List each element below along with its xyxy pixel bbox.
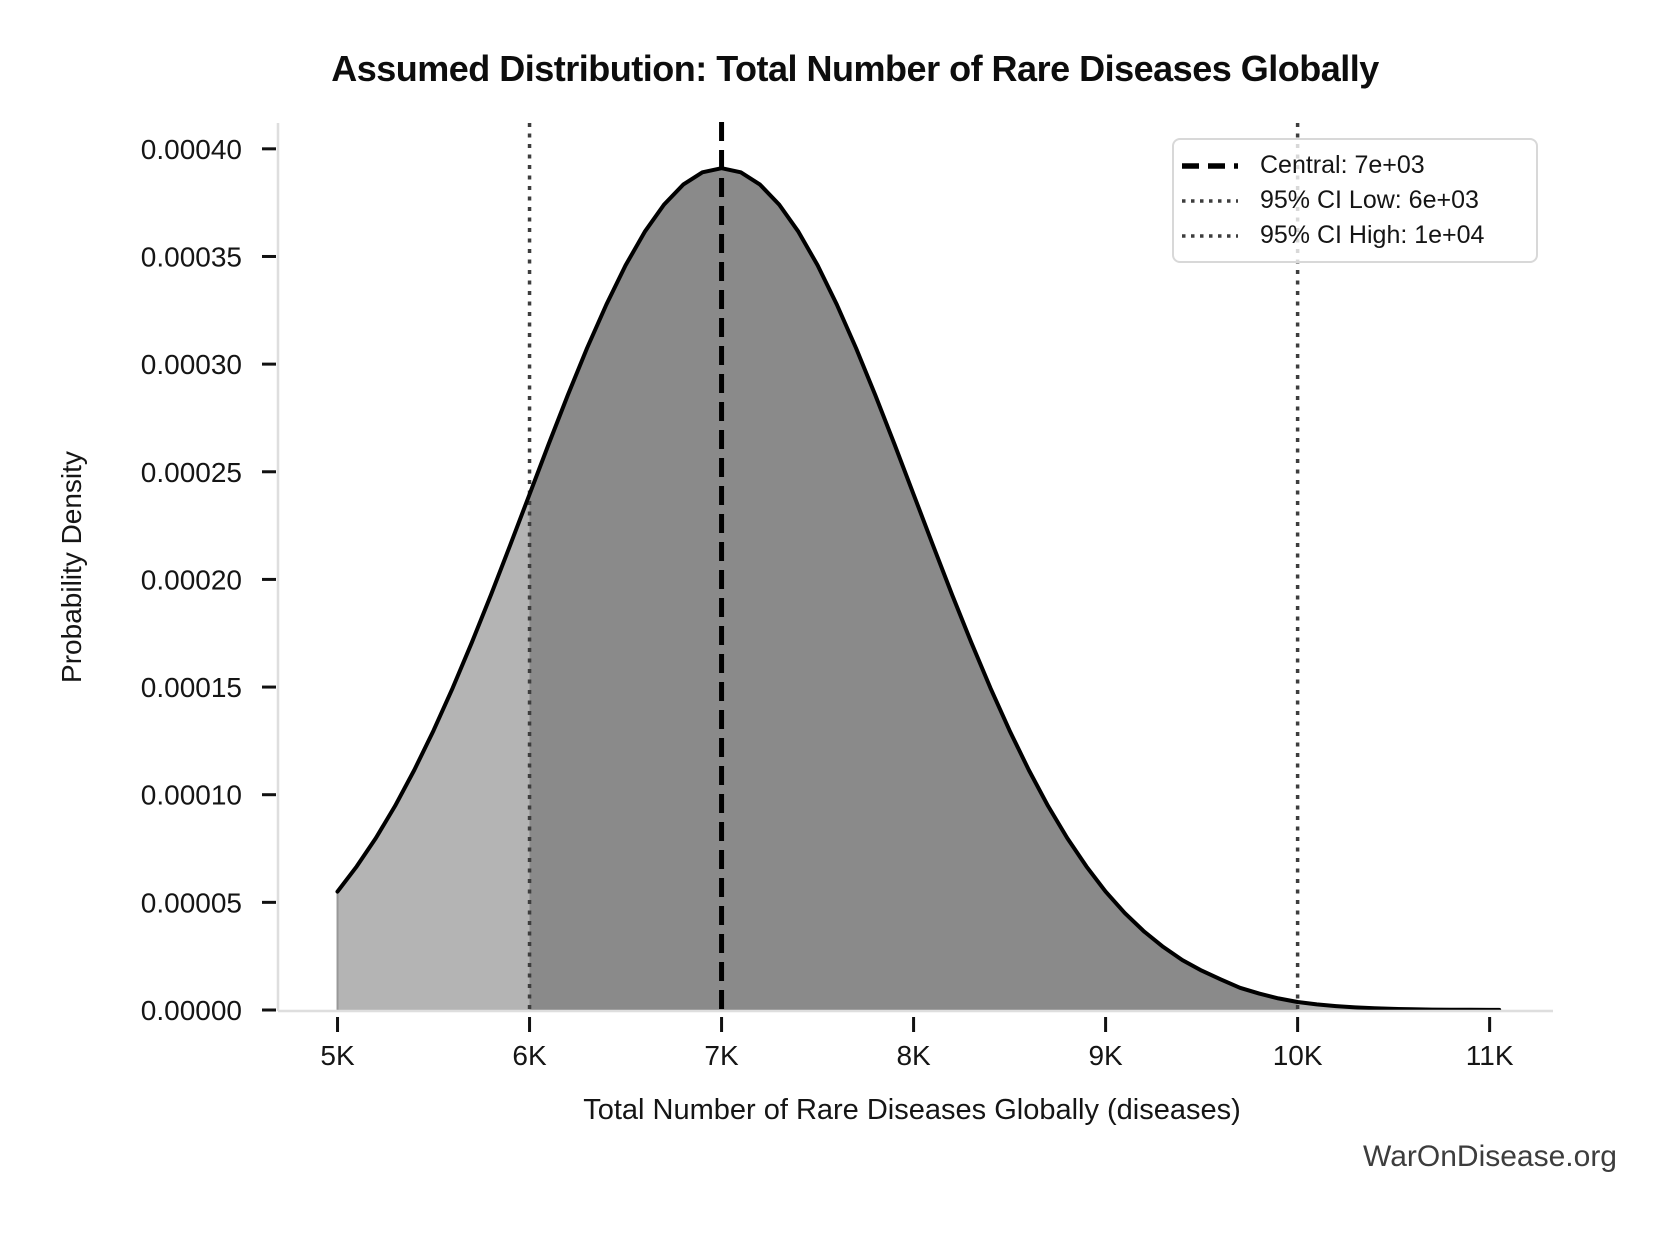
x-tick-label: 5K <box>320 1040 355 1071</box>
legend: Central: 7e+03 95% CI Low: 6e+03 95% CI … <box>1172 138 1538 263</box>
y-tick-label: 0.00000 <box>141 995 242 1026</box>
legend-label-ci-low: 95% CI Low: 6e+03 <box>1260 186 1479 214</box>
ci-low-line-key-icon <box>1182 198 1238 203</box>
legend-item-ci-high: 95% CI High: 1e+04 <box>1182 221 1524 250</box>
chart-title: Assumed Distribution: Total Number of Ra… <box>331 48 1379 89</box>
x-tick-label: 9K <box>1088 1040 1123 1071</box>
y-tick-label: 0.00030 <box>141 349 242 380</box>
legend-label-central: Central: 7e+03 <box>1260 151 1425 179</box>
y-tick-label: 0.00035 <box>141 241 242 272</box>
y-axis-label: Probability Density <box>56 451 87 683</box>
y-tick-label: 0.00040 <box>141 134 242 165</box>
legend-item-central: Central: 7e+03 <box>1182 151 1524 180</box>
legend-label-ci-high: 95% CI High: 1e+04 <box>1260 221 1485 249</box>
x-axis-label: Total Number of Rare Diseases Globally (… <box>583 1094 1241 1126</box>
x-tick-label: 11K <box>1466 1040 1514 1071</box>
y-tick-label: 0.00005 <box>141 887 242 918</box>
legend-item-ci-low: 95% CI Low: 6e+03 <box>1182 186 1524 215</box>
y-tick-label: 0.00010 <box>141 780 242 811</box>
central-line-key-icon <box>1182 162 1238 169</box>
density-curve <box>335 166 1502 1012</box>
watermark: WarOnDisease.org <box>1363 1140 1617 1173</box>
x-tick-label: 6K <box>512 1040 547 1071</box>
x-tick-label: 10K <box>1273 1040 1323 1071</box>
y-tick-label: 0.00025 <box>141 457 242 488</box>
ci-high-line-key-icon <box>1182 233 1238 238</box>
y-tick-label: 0.00015 <box>141 672 242 703</box>
density-fill-ci <box>529 168 1298 1010</box>
x-tick-label: 7K <box>704 1040 739 1071</box>
x-tick-label: 8K <box>896 1040 931 1071</box>
y-tick-label: 0.00020 <box>141 564 242 595</box>
